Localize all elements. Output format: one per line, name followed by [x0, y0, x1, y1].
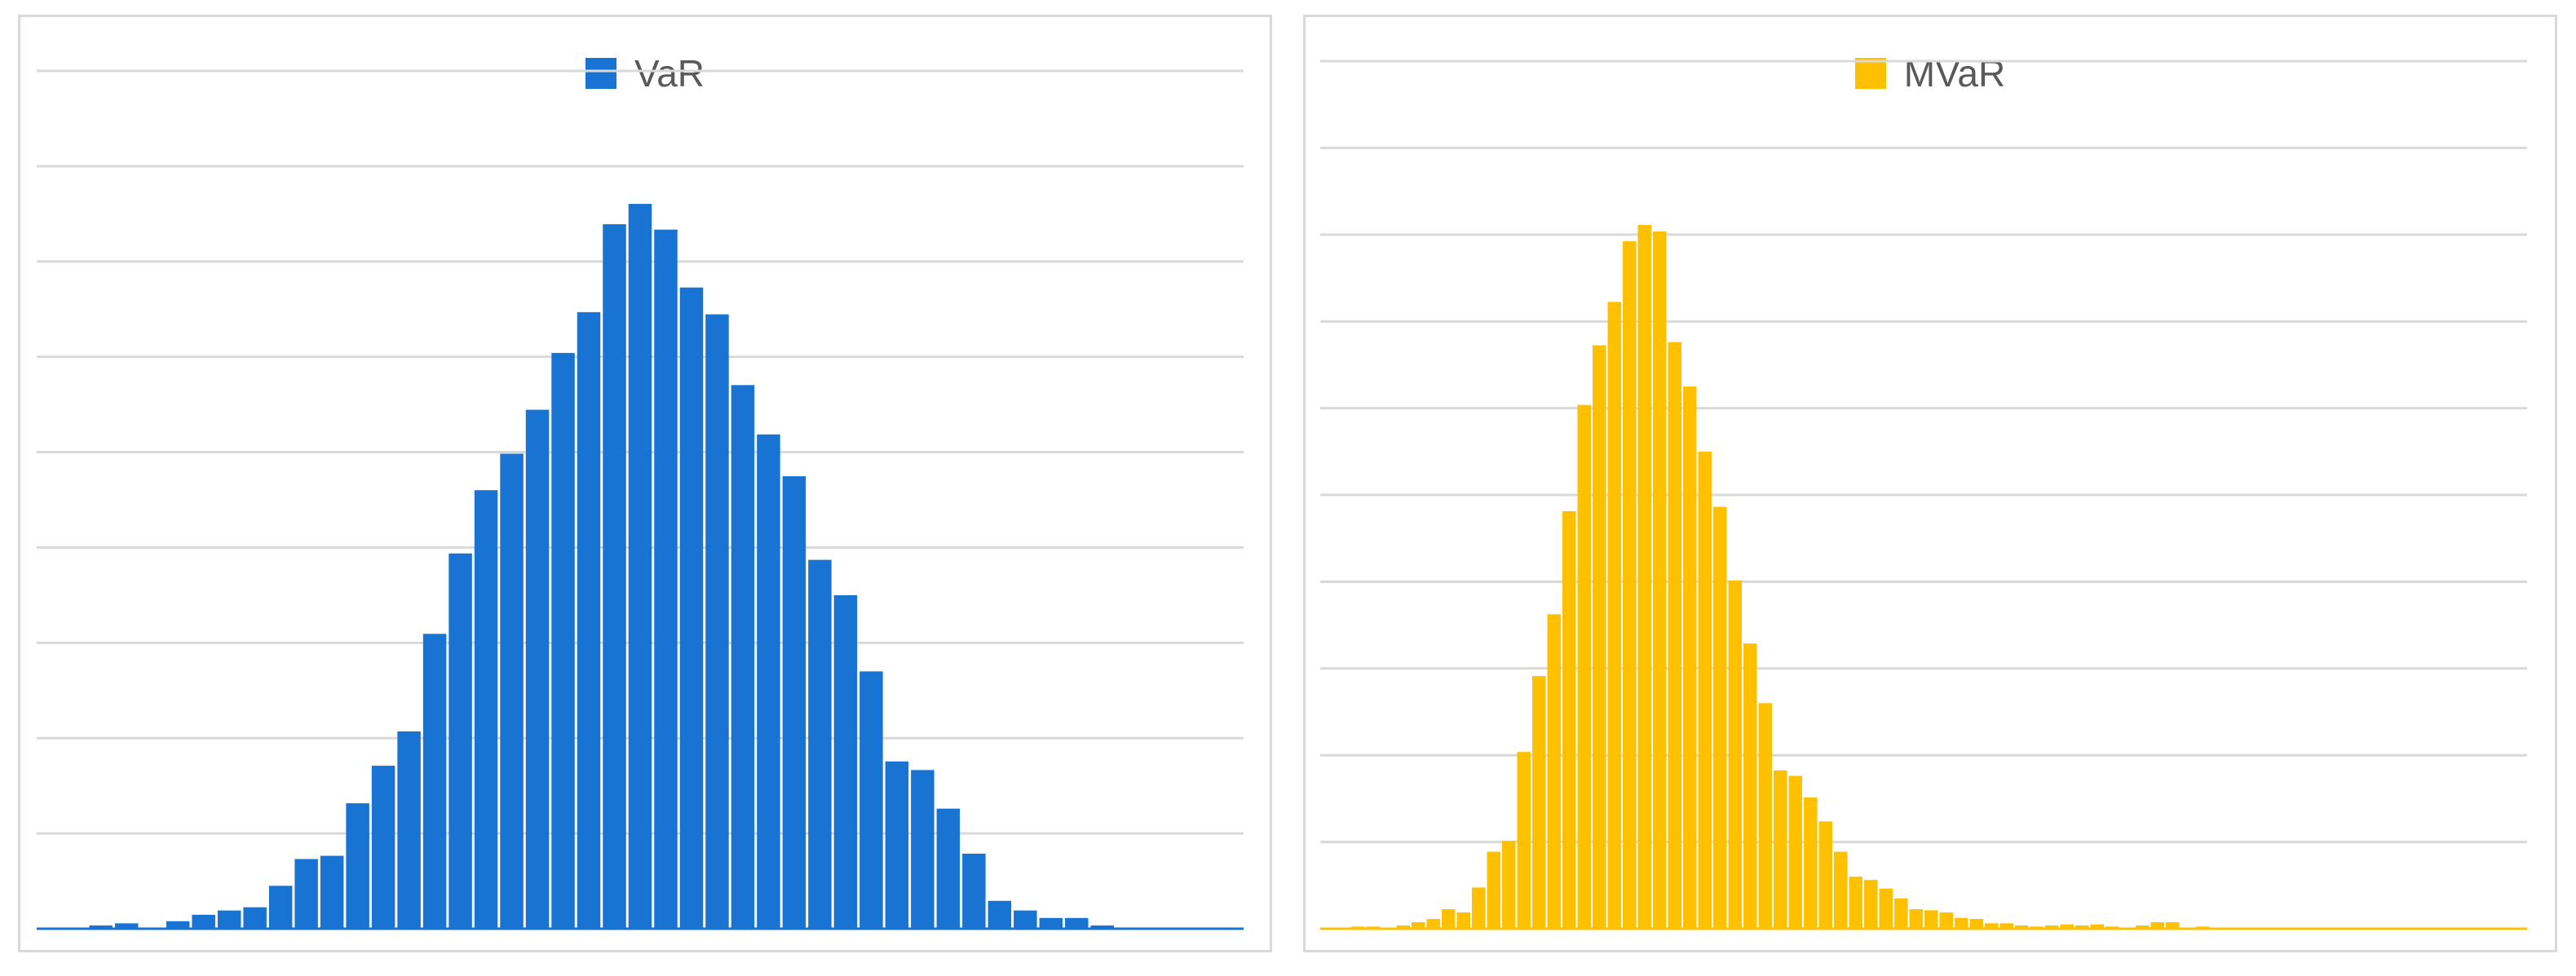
mvar-bar	[1668, 342, 1681, 930]
mvar-bar	[1653, 231, 1667, 929]
var-bar	[1090, 925, 1115, 929]
mvar-bar	[2136, 925, 2150, 929]
var-bar	[833, 595, 858, 929]
mvar-bar	[1788, 775, 1802, 929]
mvar-bar	[1834, 851, 1848, 929]
var-bar	[808, 559, 832, 929]
mvar-bar	[1502, 841, 1516, 929]
mvar-bar	[1909, 909, 1923, 929]
var-bar	[757, 434, 780, 929]
mvar-bar	[1849, 877, 1862, 929]
mvar-bar	[1487, 851, 1500, 929]
var-bar	[166, 921, 190, 929]
var-bar	[192, 914, 215, 929]
var-histogram	[37, 69, 1244, 930]
var-bar	[448, 553, 472, 929]
var-legend: VaR	[20, 51, 1270, 95]
var-bar	[679, 287, 704, 929]
var-bar	[1039, 917, 1063, 929]
var-bar	[397, 731, 421, 929]
var-legend-label: VaR	[634, 52, 705, 95]
mvar-bar	[1758, 703, 1772, 929]
mvar-bar	[1623, 241, 1637, 929]
var-bar	[705, 314, 729, 929]
var-bar	[859, 671, 883, 929]
var-bar	[217, 910, 241, 929]
mvar-bar	[1985, 923, 1999, 929]
mvar-bar	[1969, 919, 1983, 929]
mvar-bar	[1532, 676, 1546, 929]
var-bar	[243, 907, 267, 929]
mvar-bar	[1879, 888, 1893, 929]
mvar-bar	[1713, 506, 1727, 929]
var-chart-panel: VaR	[18, 15, 1272, 952]
mvar-legend: MVaR	[1306, 51, 2555, 95]
mvar-bar	[2166, 922, 2180, 929]
mvar-bar	[1894, 898, 1908, 929]
mvar-bar	[1442, 909, 1456, 929]
mvar-bar	[1593, 345, 1606, 930]
var-bar	[911, 770, 935, 929]
var-bar	[603, 224, 626, 929]
var-bar	[294, 859, 318, 929]
mvar-bar	[1517, 752, 1531, 929]
mvar-bar	[1743, 643, 1757, 929]
var-bar	[268, 885, 293, 929]
var-bar	[782, 476, 806, 929]
mvar-bar	[1412, 922, 1425, 929]
var-bar	[422, 634, 447, 929]
var-bar	[346, 803, 369, 929]
var-bar	[1014, 910, 1037, 929]
mvar-bar	[2015, 925, 2029, 929]
mvar-bar	[1864, 880, 1878, 929]
mvar-bar	[2150, 922, 2164, 929]
mvar-bar	[1472, 887, 1486, 929]
mvar-bar	[2090, 924, 2104, 929]
mvar-bar	[1924, 910, 1938, 929]
var-bar	[962, 853, 986, 929]
var-bar	[577, 311, 601, 929]
var-legend-swatch	[585, 58, 616, 89]
var-bar	[885, 761, 909, 929]
mvar-bar	[1804, 797, 1818, 929]
var-bar	[654, 229, 678, 929]
mvar-bar	[2075, 925, 2089, 929]
var-bar	[936, 808, 961, 929]
var-bar	[988, 900, 1012, 929]
mvar-histogram	[1320, 60, 2527, 930]
mvar-chart-panel: MVaR	[1303, 15, 2557, 952]
var-bar	[525, 409, 550, 929]
var-bar	[500, 453, 524, 929]
mvar-bar	[1607, 302, 1621, 929]
mvar-bar	[1818, 821, 1832, 929]
mvar-bar	[1999, 923, 2013, 929]
mvar-bar	[1547, 614, 1561, 929]
mvar-bar	[1426, 919, 1440, 929]
var-bar	[1065, 917, 1089, 929]
var-bar	[371, 766, 395, 929]
mvar-bar	[1774, 770, 1787, 929]
mvar-bar	[1683, 386, 1697, 929]
mvar-bar	[1456, 912, 1470, 929]
mvar-bar	[2060, 924, 2074, 929]
var-bar	[474, 490, 498, 929]
mvar-bar	[1698, 451, 1712, 929]
var-bar	[628, 204, 652, 929]
var-bar	[320, 855, 344, 929]
mvar-bar	[1939, 912, 1953, 929]
mvar-bar	[1955, 917, 1968, 929]
mvar-bar	[1577, 404, 1591, 929]
mvar-legend-label: MVaR	[1903, 52, 2006, 95]
var-bar	[551, 352, 575, 930]
mvar-bar	[1562, 510, 1576, 929]
var-bar	[731, 385, 755, 929]
mvar-bar	[1728, 581, 1742, 929]
mvar-bar	[1637, 224, 1651, 929]
var-bar	[89, 925, 113, 929]
var-bar	[114, 923, 139, 929]
mvar-legend-swatch	[1854, 58, 1886, 89]
mvar-bar	[1396, 925, 1410, 929]
mvar-bar	[2045, 925, 2059, 929]
